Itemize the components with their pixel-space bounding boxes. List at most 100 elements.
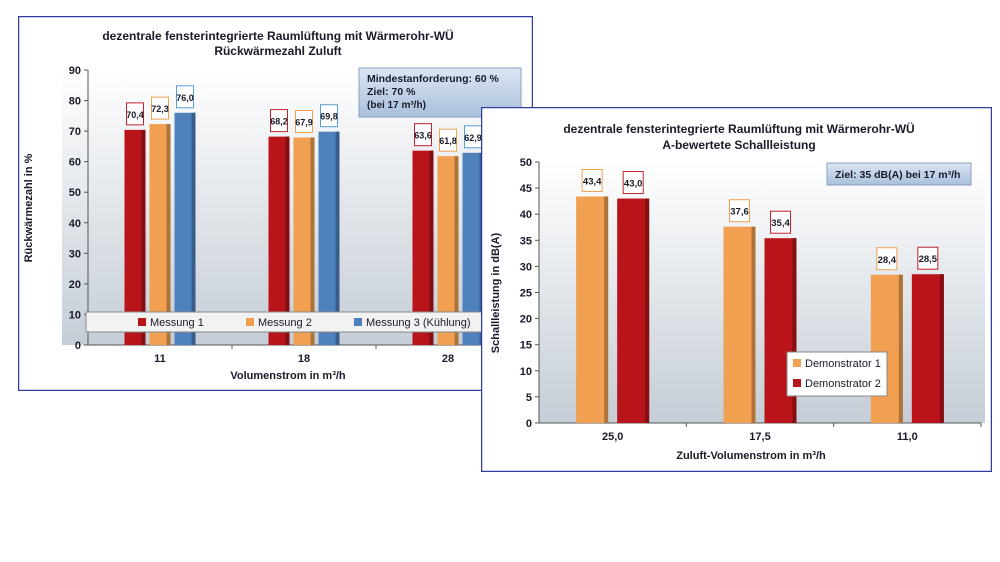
c1-bar [437, 156, 459, 345]
c1-y-tick-label: 0 [75, 340, 81, 352]
c1-x-tick-label: 28 [442, 353, 454, 365]
c2-x-tick-label: 25,0 [602, 431, 623, 443]
c1-bar-shade [285, 136, 290, 345]
c2-data-label-box [729, 199, 750, 223]
chart-1-legend-label: Messung 3 (Kühlung) [366, 317, 471, 329]
c2-bar-shade [939, 274, 944, 423]
c1-y-tick-label: 10 [69, 309, 81, 321]
c2-data-label: 28,5 [919, 254, 938, 265]
c2-data-label-box [622, 171, 644, 195]
chart-1-annotation-line1: Mindestanforderung: 60 % [367, 73, 500, 85]
chart-1-legend-label: Messung 1 [150, 317, 204, 329]
chart-2-ylabel: Schallleistung in dB(A) [490, 232, 502, 353]
chart-1-legend: Messung 1 Messung 2 Messung 3 (Kühlung) [85, 311, 507, 333]
chart-2-svg: dezentrale fensterintegrierte Raumlüftun… [480, 106, 993, 473]
c1-data-label: 63,6 [414, 131, 432, 141]
c2-bar [576, 196, 609, 423]
chart-1-bars [124, 112, 484, 346]
c2-bar [723, 226, 756, 423]
c1-data-label: 62,9 [464, 133, 482, 143]
chart-1-legend-swatch [246, 318, 254, 326]
c1-bar [318, 131, 340, 345]
chart-2-xlabel: Zuluft-Volumenstrom in m³/h [676, 450, 826, 462]
c1-bar-shade [335, 131, 340, 345]
c2-bar-shade [604, 196, 609, 423]
c1-bar-shade [454, 156, 459, 345]
c1-bar-group [174, 112, 196, 346]
c1-y-tick-label: 40 [69, 218, 81, 230]
c1-y-tick-label: 50 [69, 187, 81, 199]
c2-data-label: 28,4 [878, 255, 897, 266]
c2-y-tick-label: 25 [520, 288, 532, 300]
c2-y-tick-label: 20 [520, 314, 532, 326]
c1-bar [293, 137, 315, 345]
c1-bar-group [293, 137, 315, 345]
c1-data-label: 61,8 [439, 136, 457, 146]
c1-x-tick-label: 11 [154, 353, 166, 365]
c1-data-label-box [270, 109, 288, 133]
c2-y-tick-label: 10 [520, 366, 532, 378]
chart-1-legend-swatch [138, 318, 146, 326]
c2-data-label: 37,6 [730, 207, 749, 218]
c1-bar-group [412, 150, 434, 345]
c1-x-tick-label: 18 [298, 353, 310, 365]
c1-y-tick-label: 70 [69, 126, 81, 138]
chart-2-annotation: Ziel: 35 dB(A) bei 17 m³/h [826, 162, 972, 186]
chart-2-annotation-line1: Ziel: 35 dB(A) bei 17 m³/h [835, 169, 960, 181]
chart-1-title: dezentrale fensterintegrierte Raumlüftun… [102, 28, 453, 43]
c1-bar [268, 136, 290, 345]
c2-x-tick-label: 11,0 [897, 431, 918, 443]
c2-y-tick-label: 35 [520, 235, 532, 247]
chart-1-legend-swatch [354, 318, 362, 326]
c1-data-label-box [126, 102, 144, 126]
c1-data-label-box [176, 85, 194, 109]
c2-bar-shade [751, 226, 756, 423]
chart-2-title: dezentrale fensterintegrierte Raumlüftun… [563, 121, 914, 136]
c1-bar [412, 150, 434, 345]
c1-y-tick-label: 20 [69, 279, 81, 291]
c2-y-tick-label: 5 [526, 392, 532, 404]
chart-1-svg: dezentrale fensterintegrierte Raumlüftun… [17, 15, 534, 392]
chart-2-bars [576, 196, 944, 423]
c2-y-tick-label: 40 [520, 209, 532, 221]
c2-bar-shade [792, 238, 797, 423]
c1-bar-shade [141, 129, 146, 345]
c2-y-tick-label: 30 [520, 261, 532, 273]
c1-data-label-box [439, 128, 457, 152]
c1-bar-shade [191, 112, 196, 346]
c2-data-label-box [876, 247, 898, 271]
c2-data-label-box [581, 168, 603, 192]
c1-bar-shade [310, 137, 315, 345]
c1-bar-group [318, 131, 340, 345]
c1-data-label-box [151, 96, 169, 120]
c2-bar [911, 274, 944, 423]
c2-bar-shade [645, 198, 650, 423]
c1-bar [174, 112, 196, 346]
c2-data-label-box [917, 246, 939, 270]
chart-2-legend-label: Demonstrator 1 [805, 358, 881, 370]
c2-x-tick-label: 17,5 [749, 431, 770, 443]
c1-data-label: 67,9 [295, 118, 313, 128]
c2-bar [870, 274, 903, 423]
chart-1-ylabel: Rückwärmezahl in % [23, 153, 35, 262]
c1-bar-shade [166, 124, 171, 345]
c1-bar [149, 124, 171, 345]
chart-2-subtitle: A-bewertete Schallleistung [662, 138, 815, 152]
chart-1-legend-label: Messung 2 [258, 317, 312, 329]
c2-y-tick-label: 50 [520, 157, 532, 169]
c1-data-label: 68,2 [270, 117, 288, 127]
c1-data-label-box [320, 104, 338, 128]
c1-data-label: 69,8 [320, 112, 338, 122]
chart-2-legend-swatch [793, 379, 801, 387]
c1-data-label-box [295, 110, 313, 134]
c2-bar-group [723, 226, 756, 423]
c2-bar-group [617, 198, 650, 423]
chart-1-data-labels: 70,4 72,3 76,0 68,2 67,9 69,8 63,6 61,8 62,9 [126, 85, 482, 152]
chart-2-axes: 0 5 10 15 20 25 30 35 40 45 50 25,0 17,5 11,0 [520, 157, 982, 443]
c1-bar-group [124, 129, 146, 345]
chart-1-annotation-line3: (bei 17 m³/h) [367, 100, 426, 111]
c2-data-label-box [770, 210, 791, 234]
chart-schallleistung: dezentrale fensterintegrierte Raumlüftun… [480, 106, 993, 473]
c1-bar [462, 152, 484, 345]
c2-data-label: 43,0 [624, 179, 643, 190]
